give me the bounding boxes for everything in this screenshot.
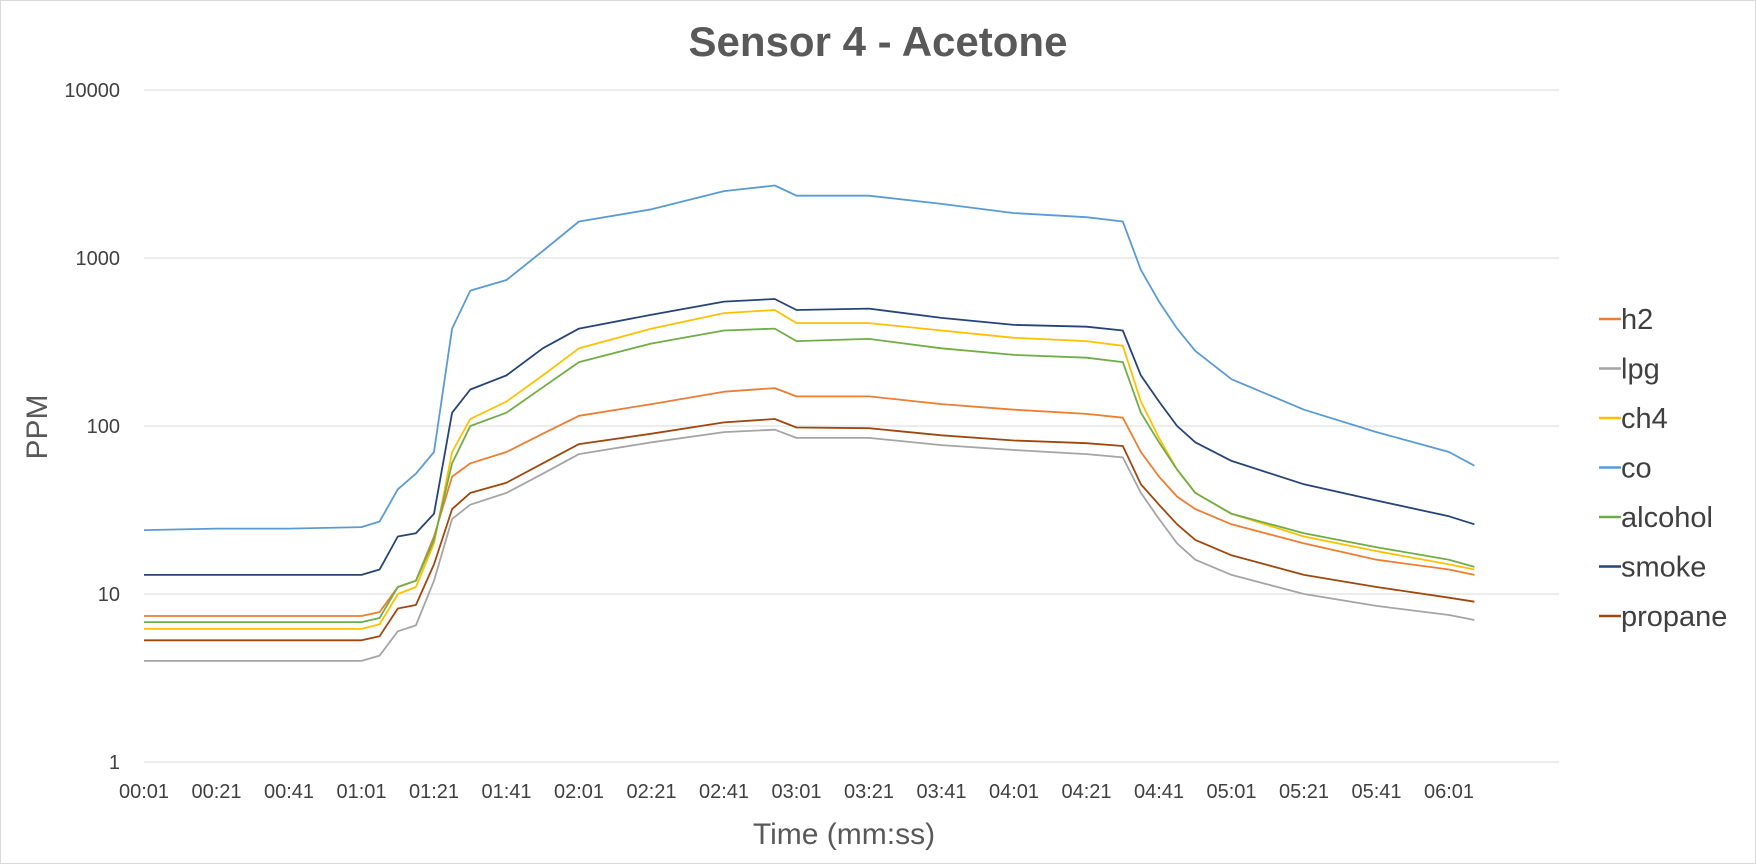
y-tick-label: 10 [98, 584, 120, 606]
legend-item-lpg: lpg [1599, 354, 1660, 386]
gridlines [144, 89, 1559, 763]
y-axis-title: PPM [21, 394, 54, 459]
x-tick-label: 04:21 [1061, 781, 1111, 803]
legend-label: co [1621, 453, 1652, 485]
x-tick-label: 04:01 [989, 781, 1039, 803]
x-tick-label: 02:01 [554, 781, 604, 803]
y-tick-label: 1 [109, 752, 120, 774]
series-line-ch4 [144, 309, 1475, 630]
x-tick-label: 00:41 [264, 781, 314, 803]
x-tick-label: 05:41 [1351, 781, 1401, 803]
x-tick-label: 03:41 [916, 781, 966, 803]
x-axis-title: Time (mm:ss) [753, 818, 935, 851]
x-tick-label: 05:21 [1279, 781, 1329, 803]
legend-label: propane [1621, 601, 1727, 633]
y-tick-label: 1000 [76, 248, 121, 270]
x-tick-label: 01:01 [336, 781, 386, 803]
series-lines [143, 184, 1475, 662]
series-line-co [143, 184, 1475, 531]
y-tick-label: 100 [87, 416, 120, 438]
x-tick-label: 02:41 [699, 781, 749, 803]
legend-item-ch4: ch4 [1599, 403, 1668, 435]
legend-label: ch4 [1621, 403, 1668, 435]
y-axis-ticks: 1 10 100 1000 10000 [64, 80, 120, 774]
x-axis-ticks: 00:01 00:21 00:41 01:01 01:21 01:41 02:01 02:21… [119, 781, 1474, 803]
legend-item-propane: propane [1599, 601, 1727, 633]
legend-label: alcohol [1621, 502, 1713, 534]
series-line-propane [144, 418, 1475, 642]
series-line-smoke [144, 298, 1475, 576]
legend-item-h2: h2 [1599, 304, 1653, 336]
legend: h2 lpg ch4 co alcohol smoke propane [1599, 304, 1727, 633]
x-tick-label: 03:01 [771, 781, 821, 803]
x-tick-label: 01:21 [409, 781, 459, 803]
x-tick-label: 02:21 [626, 781, 676, 803]
x-tick-label: 04:41 [1134, 781, 1184, 803]
x-tick-label: 05:01 [1206, 781, 1256, 803]
x-tick-label: 00:01 [119, 781, 169, 803]
legend-item-co: co [1599, 453, 1652, 485]
series-line-alcohol [144, 327, 1475, 623]
legend-item-smoke: smoke [1599, 552, 1706, 584]
legend-item-alcohol: alcohol [1599, 502, 1713, 534]
legend-label: h2 [1621, 304, 1653, 336]
chart-title: Sensor 4 - Acetone [689, 18, 1068, 65]
legend-label: smoke [1621, 552, 1706, 584]
y-tick-label: 10000 [64, 80, 120, 102]
x-tick-label: 00:21 [191, 781, 241, 803]
series-line-lpg [144, 428, 1475, 662]
legend-label: lpg [1621, 354, 1660, 386]
x-tick-label: 01:41 [481, 781, 531, 803]
series-line-h2 [144, 387, 1475, 617]
x-tick-label: 03:21 [844, 781, 894, 803]
x-tick-label: 06:01 [1424, 781, 1474, 803]
